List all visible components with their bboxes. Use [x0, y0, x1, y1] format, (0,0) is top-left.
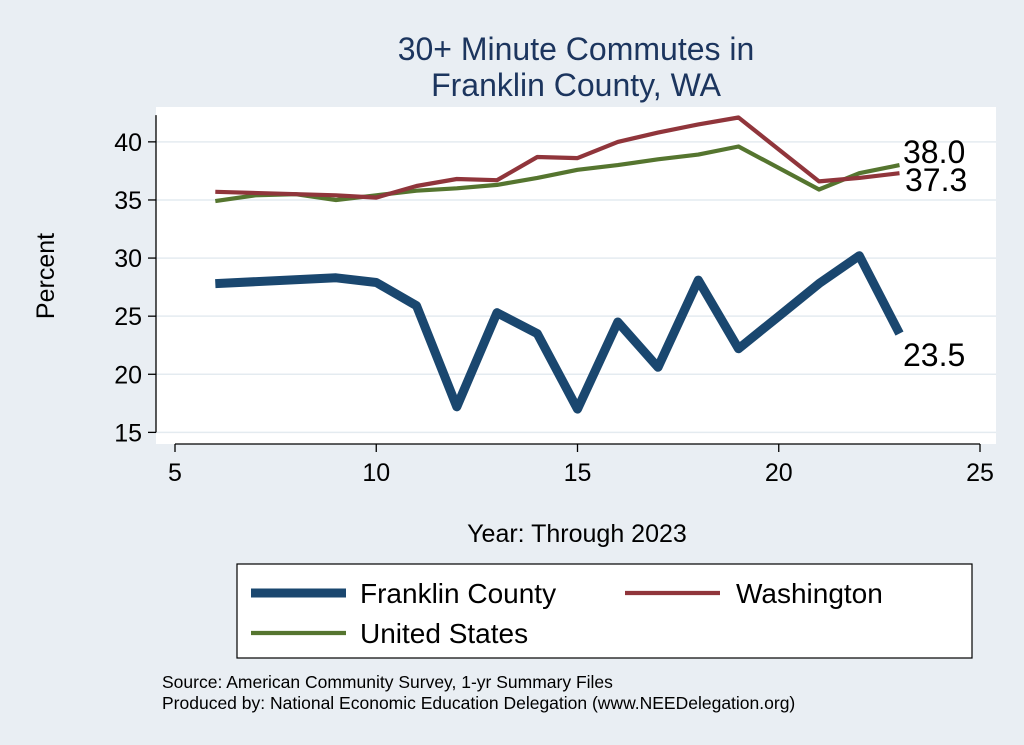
x-tick-label-5: 5: [168, 459, 182, 487]
end-labels: 23.5 37.338.0: [903, 134, 967, 373]
y-tick-label-40: 40: [114, 129, 142, 157]
x-tick-label-10: 10: [362, 459, 390, 487]
y-tick-label-25: 25: [114, 303, 142, 331]
source-note: Source: American Community Survey, 1-yr …: [162, 672, 613, 692]
end-label-franklin-county: 23.5: [903, 337, 965, 373]
producer-note: Produced by: National Economic Education…: [162, 693, 795, 713]
chart-title-line-1: 30+ Minute Commutes in: [398, 31, 755, 67]
y-axis-label: Percent: [32, 233, 60, 319]
y-tick-label-20: 20: [114, 361, 142, 389]
series-line-franklin-county: [215, 251, 904, 414]
x-tick-label-15: 15: [564, 459, 592, 487]
legend-label-washington: Washington: [736, 578, 883, 609]
legend: Franklin County Washington United States: [236, 563, 973, 659]
series-line-united-states: [215, 144, 900, 204]
x-tick-label-20: 20: [765, 459, 793, 487]
x-axis-label: Year: Through 2023: [467, 520, 687, 548]
legend-label-united-states: United States: [360, 618, 528, 649]
legend-box: [236, 563, 973, 659]
series-line-washington: [215, 115, 900, 200]
gridlines: [156, 141, 996, 434]
end-label-united-states: 38.0: [903, 134, 965, 170]
legend-label-franklin-county: Franklin County: [360, 578, 556, 609]
x-tick-label-25: 25: [966, 459, 994, 487]
end-label-washington: 37.3: [905, 162, 967, 198]
y-tick-label-15: 15: [114, 419, 142, 447]
y-tick-label-30: 30: [114, 245, 142, 273]
axes: 15 20 25 30 35 40 5 10 15 20 25: [114, 115, 994, 487]
chart-title-line-2: Franklin County, WA: [431, 67, 722, 103]
y-tick-label-35: 35: [114, 187, 142, 215]
series-lines: [215, 115, 904, 414]
